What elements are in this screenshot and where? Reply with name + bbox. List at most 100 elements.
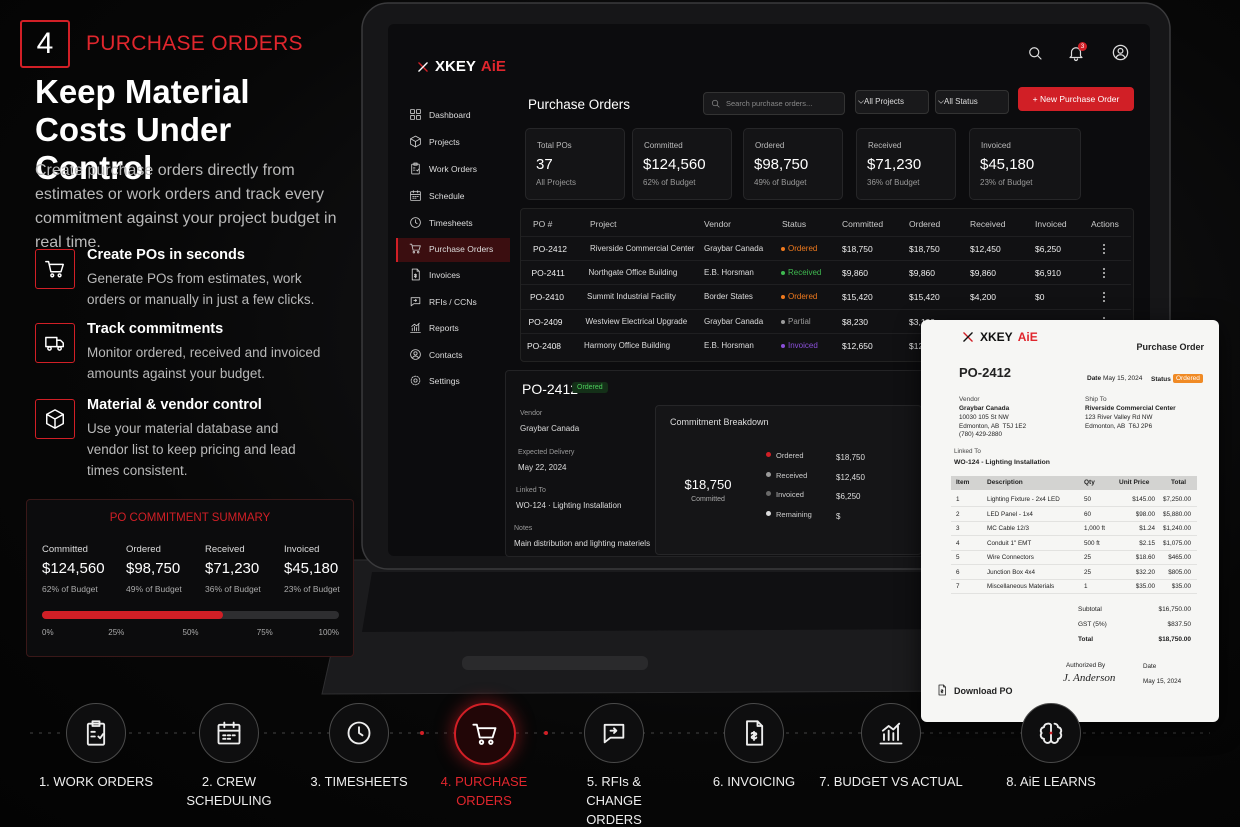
step-circle[interactable]: [724, 703, 784, 763]
step-label[interactable]: 3. TIMESHEETS: [310, 774, 408, 789]
step-circle[interactable]: [199, 703, 259, 763]
doc-cell: 1: [956, 496, 960, 503]
field-value: May 22, 2024: [518, 463, 567, 472]
step-label[interactable]: 1. WORK ORDERS: [38, 774, 154, 789]
icon-part: [45, 336, 64, 351]
icon-part: [938, 684, 946, 696]
total-value: $18,750.00: [1158, 636, 1191, 643]
step-circle[interactable]: [66, 703, 126, 763]
nav-item[interactable]: Reports: [429, 323, 459, 333]
icon: [418, 61, 428, 72]
icon: [410, 375, 421, 386]
po-number[interactable]: PO-2410: [530, 292, 565, 302]
doc-cell: $465.00: [1168, 554, 1191, 561]
column-header: Ordered: [909, 219, 941, 229]
step-label[interactable]: 2. CREW SCHEDULING: [186, 774, 272, 808]
icon: [1039, 722, 1063, 744]
action-dot: [1103, 272, 1105, 274]
icon-part: [46, 413, 64, 429]
donut-label: Committed: [691, 496, 725, 503]
po-number[interactable]: PO-2411: [531, 268, 565, 278]
project-name: Northgate Office Building: [588, 268, 678, 277]
project-name: Riverside Commercial Center: [590, 244, 695, 253]
breakdown-card: [655, 405, 922, 555]
step-circle[interactable]: [1021, 703, 1081, 763]
nav-item[interactable]: Invoices: [429, 270, 461, 280]
column-header: PO #: [533, 219, 553, 229]
row-actions[interactable]: [1101, 268, 1107, 280]
icon-part: [410, 349, 421, 360]
icon-part: [410, 322, 421, 333]
legend-value: $12,450: [836, 472, 865, 482]
status-text: Received: [788, 268, 822, 277]
po-number[interactable]: PO-2412: [533, 244, 568, 254]
summary-title: PO COMMITMENT SUMMARY: [109, 512, 271, 524]
icon-part: [1029, 47, 1042, 60]
nav-item[interactable]: Projects: [429, 137, 460, 147]
action-dot: [1103, 252, 1105, 254]
nav-item[interactable]: Settings: [429, 376, 460, 386]
doc-cell: Miscellaneous Materials: [987, 583, 1055, 590]
status-text: Ordered: [788, 292, 818, 301]
nav-item[interactable]: Schedule: [429, 191, 465, 201]
amount: $9,860: [909, 268, 935, 278]
doc-cell: 25: [1084, 568, 1092, 576]
doc-cell: 60: [1084, 510, 1092, 518]
step-label[interactable]: 8. AiE LEARNS: [1006, 774, 1096, 789]
step-label[interactable]: 7. BUDGET VS ACTUAL: [819, 774, 963, 789]
status-dot: [781, 295, 785, 299]
feature-text: Use your material database and vendor li…: [87, 421, 296, 478]
nav-item[interactable]: Dashboard: [429, 110, 471, 120]
field-value: WO-124 · Lighting Installation: [516, 501, 622, 510]
doc-row-line: [951, 593, 1197, 594]
kpi-card: Ordered $98,750 49% of Budget: [743, 128, 843, 200]
filter-dropdown[interactable]: All Projects: [855, 90, 929, 114]
po-number[interactable]: PO-2409: [528, 317, 563, 327]
nav-item[interactable]: Timesheets: [429, 218, 473, 228]
new-po-button[interactable]: + New Purchase Order: [1018, 87, 1134, 111]
logo: XKEY AiE: [961, 330, 1038, 344]
doc-cell: $98.00: [1135, 510, 1155, 518]
download-label: Download PO: [954, 686, 1013, 696]
step-circle[interactable]: [329, 703, 389, 763]
nav-item[interactable]: Work Orders: [429, 164, 478, 174]
icon: [410, 135, 421, 148]
po-number[interactable]: PO-2408: [527, 341, 562, 351]
step-circle[interactable]: [454, 703, 516, 765]
address-line: 10030 105 St NW: [959, 414, 1009, 421]
amount: $6,910: [1035, 268, 1061, 278]
kpi-card: Received $71,230 36% of Budget: [856, 128, 956, 200]
step-label[interactable]: 6. INVOICING: [712, 774, 796, 789]
action-dot: [1103, 292, 1105, 294]
nav-item[interactable]: Purchase Orders: [429, 244, 494, 254]
field-label: Notes: [514, 525, 533, 532]
summary-label: Committed: [42, 544, 88, 555]
row-actions[interactable]: [1101, 292, 1107, 304]
action-dot: [1103, 276, 1105, 278]
search-placeholder: Search purchase orders...: [726, 99, 813, 108]
search-box[interactable]: Search purchase orders...: [703, 92, 845, 115]
legend-dot: [766, 491, 771, 496]
download-button[interactable]: Download PO: [936, 682, 1026, 700]
icon: [45, 260, 64, 278]
icon: [347, 721, 371, 745]
filter-dropdown[interactable]: All Status: [935, 90, 1009, 114]
feature-text: Generate POs from estimates, work orders…: [87, 271, 315, 307]
icon-part: [1112, 44, 1129, 61]
step-label[interactable]: 5. RFIs & CHANGE ORDERS: [586, 774, 642, 827]
notification-badge: 3: [1078, 42, 1087, 51]
nav-item[interactable]: Contacts: [429, 350, 463, 360]
legend-dot: [766, 452, 771, 457]
doc-cell: $145.00: [1132, 496, 1155, 503]
step-label[interactable]: 4. PURCHASE ORDERS: [440, 774, 528, 808]
legend-value: $18,750: [836, 453, 865, 462]
vendor-name: Graybar Canada: [704, 244, 764, 253]
step-circle[interactable]: [861, 703, 921, 763]
row-actions[interactable]: [1101, 244, 1107, 256]
nav-item[interactable]: RFIs / CCNs: [429, 297, 477, 307]
kpi-card: Invoiced $45,180 23% of Budget: [969, 128, 1081, 200]
icon-part: [409, 243, 421, 251]
step-circle[interactable]: [584, 703, 644, 763]
amount: $4,200: [970, 292, 996, 302]
doc-status-label: Status: [1151, 376, 1171, 383]
